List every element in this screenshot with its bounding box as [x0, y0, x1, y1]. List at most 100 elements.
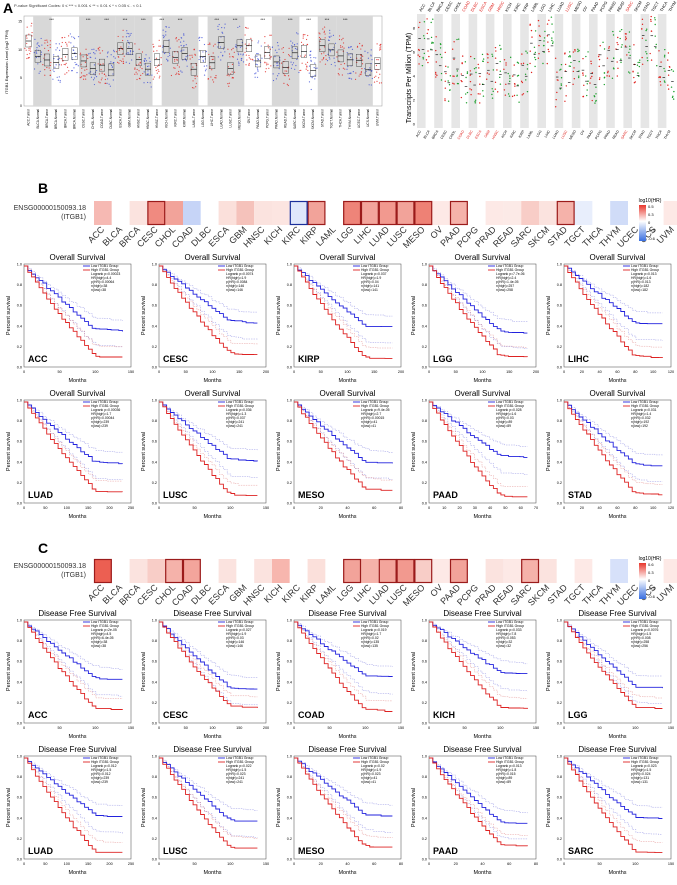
tpm-point: [574, 48, 576, 51]
tpm-point: [447, 66, 449, 68]
ci-high-upper: [159, 757, 258, 839]
significant-box: [556, 200, 575, 226]
jitter-point: [125, 53, 127, 55]
tpm-point: [621, 44, 623, 46]
jitter-point: [53, 54, 55, 56]
jitter-point: [321, 59, 323, 61]
km-legend-text: Logrank p=0.00023: [91, 272, 120, 276]
jitter-point: [250, 37, 252, 39]
jitter-point: [329, 49, 331, 52]
tpm-point: [444, 99, 446, 102]
jitter-point: [245, 64, 247, 66]
km-xtick: 150: [85, 862, 91, 866]
jitter-point: [93, 77, 96, 79]
jitter-point: [195, 82, 198, 84]
shaded-band: [97, 16, 116, 106]
jitter-point: [49, 46, 51, 49]
tpm-point: [645, 29, 647, 32]
km-ylabel: Percent survival: [141, 788, 147, 827]
low-group-curve: [294, 265, 393, 328]
jitter-point: [209, 42, 211, 44]
jitter-point: [158, 77, 160, 79]
km-legend-text: Logrank p=0.012: [91, 764, 117, 768]
km-ytick: 0.2: [17, 701, 22, 705]
jitter-point: [308, 72, 310, 74]
jitter-point: [57, 79, 59, 81]
tpm-point: [432, 18, 434, 20]
tpm-point: [554, 57, 557, 59]
jitter-point: [318, 32, 320, 34]
heatmap-label-kich: KICH: [262, 224, 284, 246]
top-category-label: ESCA: [478, 0, 488, 12]
tpm-point: [526, 52, 528, 54]
significant-box: [182, 558, 201, 584]
km-ytick: 0.4: [17, 680, 22, 684]
jitter-point: [155, 69, 157, 72]
km-legend-text: Logrank p=0.00036: [91, 408, 120, 412]
km-ylabel: Percent survival: [411, 788, 417, 827]
km-ytick: 0.6: [557, 796, 562, 800]
jitter-point: [274, 49, 277, 51]
jitter-point: [180, 37, 182, 39]
km-ytick: 0.0: [557, 722, 562, 726]
high-group-curve: [159, 621, 258, 708]
color-legend-tick: -0.3: [648, 228, 656, 233]
tpm-point: [522, 93, 525, 95]
significance-mark: ***: [49, 17, 54, 22]
jitter-point: [231, 49, 233, 51]
km-ytick: 0.0: [17, 858, 22, 862]
jitter-point: [256, 55, 258, 57]
km-xtick: 40: [480, 862, 484, 866]
heatmap-cell-luad: [378, 559, 397, 583]
jitter-point: [158, 39, 160, 41]
heatmap-cell-sarc: [521, 559, 539, 583]
km-legend-text: p(HR)=0.00044: [91, 416, 114, 420]
km-title: Overall Survival: [184, 389, 240, 398]
tpm-point: [585, 55, 587, 58]
km-title: Overall Survival: [49, 253, 105, 262]
km-ytick: 0.2: [17, 837, 22, 841]
km-ylabel: Percent survival: [141, 652, 147, 691]
km-xtick: 80: [633, 506, 637, 510]
jitter-point: [290, 67, 293, 69]
jitter-point: [286, 70, 288, 72]
tpm-point: [587, 80, 589, 82]
tpm-point: [423, 21, 426, 23]
km-ytick: 0.4: [17, 816, 22, 820]
jitter-point: [246, 59, 248, 61]
jitter-point: [194, 54, 197, 56]
x-tick-label: UCEC.Tumor: [357, 108, 361, 128]
jitter-point: [328, 36, 330, 38]
km-legend-text: Logrank p=0.013: [631, 272, 657, 276]
tpm-point: [499, 76, 501, 79]
tpm-point: [625, 37, 627, 40]
km-cancer-label: LGG: [433, 354, 453, 364]
km-legend-text: Low ITGB1 Group: [496, 264, 523, 268]
km-xtick: 80: [534, 862, 538, 866]
jitter-point: [122, 60, 125, 62]
jitter-point: [203, 43, 206, 46]
km-xlabel: Months: [68, 378, 86, 384]
heatmap-cell-stad: [556, 559, 575, 583]
jitter-point: [176, 51, 179, 53]
tpm-point: [469, 74, 471, 76]
jitter-point: [323, 57, 325, 59]
jitter-point: [310, 54, 312, 56]
km-ytick: 0.8: [422, 639, 427, 643]
km-cancer-label: LUAD: [28, 490, 53, 500]
top-category-label: KIRC: [512, 2, 521, 13]
heatmap-cell-thca: [592, 559, 611, 583]
km-ytick: 0.0: [557, 858, 562, 862]
jitter-point: [278, 73, 280, 75]
km-legend-text: High ITGB1 Group: [91, 624, 119, 628]
jitter-point: [364, 50, 366, 52]
km-ytick: 0.8: [17, 639, 22, 643]
km-legend-text: n(high)=89: [496, 420, 512, 424]
km-xtick: 250: [128, 506, 134, 510]
km-xtick: 20: [454, 862, 458, 866]
significance-mark: ***: [343, 17, 348, 22]
tpm-point: [582, 57, 584, 60]
tpm-point: [632, 70, 634, 73]
